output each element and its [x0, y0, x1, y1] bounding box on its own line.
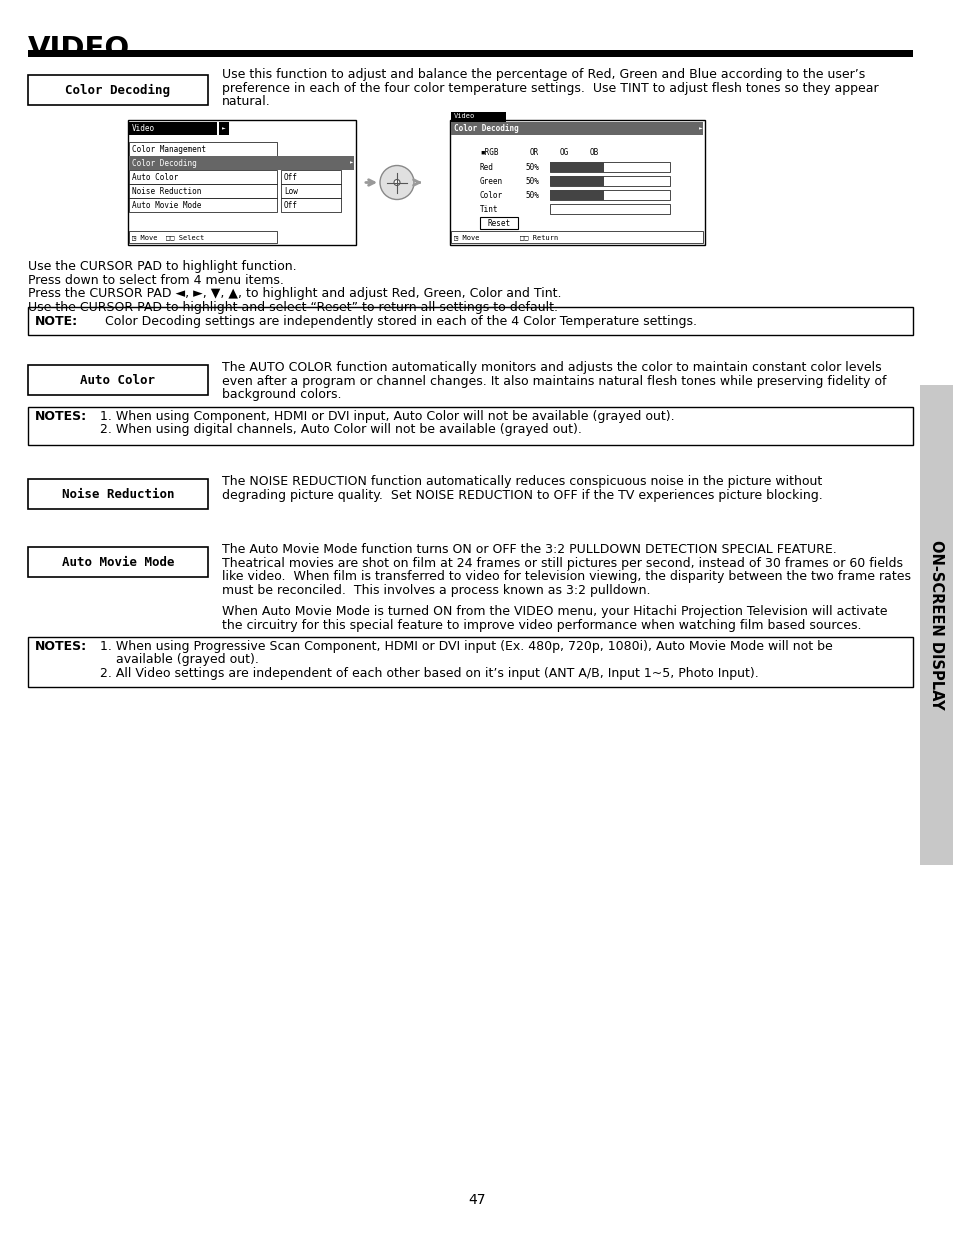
Text: Color: Color: [479, 190, 502, 200]
Bar: [219, 122, 229, 135]
Text: preference in each of the four color temperature settings.  Use TINT to adjust f: preference in each of the four color tem…: [222, 82, 878, 95]
Text: 1. When using Component, HDMI or DVI input, Auto Color will not be available (gr: 1. When using Component, HDMI or DVI inp…: [100, 410, 674, 422]
Text: OB: OB: [589, 147, 598, 157]
Text: VIDEO: VIDEO: [28, 35, 131, 63]
Text: The Auto Movie Mode function turns ON or OFF the 3:2 PULLDOWN DETECTION SPECIAL : The Auto Movie Mode function turns ON or…: [222, 543, 836, 556]
Text: even after a program or channel changes. It also maintains natural flesh tones w: even after a program or channel changes.…: [222, 374, 885, 388]
Bar: [28, 479, 208, 509]
Bar: [129, 184, 276, 198]
Circle shape: [394, 179, 399, 185]
Text: Noise Reduction: Noise Reduction: [132, 186, 201, 195]
Bar: [451, 112, 505, 122]
Bar: [128, 120, 355, 245]
Text: NOTE:: NOTE:: [35, 315, 78, 327]
Text: Video: Video: [132, 124, 155, 133]
Text: ◳ Move: ◳ Move: [454, 233, 479, 240]
Text: Auto Color: Auto Color: [80, 373, 155, 387]
Text: degrading picture quality.  Set NOISE REDUCTION to OFF if the TV experiences pic: degrading picture quality. Set NOISE RED…: [222, 489, 821, 501]
Bar: [129, 231, 276, 243]
Text: ►: ►: [699, 126, 702, 131]
Text: Color Decoding: Color Decoding: [132, 158, 196, 168]
Text: background colors.: background colors.: [222, 388, 341, 401]
Text: □□ Return: □□ Return: [519, 233, 558, 240]
Bar: [479, 217, 517, 228]
Text: 50%: 50%: [524, 163, 538, 172]
Bar: [281, 184, 340, 198]
Text: ON-SCREEN DISPLAY: ON-SCREEN DISPLAY: [928, 540, 943, 710]
Text: OG: OG: [559, 147, 569, 157]
Text: Use the CURSOR PAD to highlight and select “Reset” to return all settings to def: Use the CURSOR PAD to highlight and sele…: [28, 300, 558, 314]
Bar: [129, 198, 276, 212]
Text: The AUTO COLOR function automatically monitors and adjusts the color to maintain: The AUTO COLOR function automatically mo…: [222, 361, 881, 374]
Bar: [550, 162, 669, 172]
Text: Low: Low: [284, 186, 297, 195]
Text: 50%: 50%: [524, 177, 538, 185]
Text: Use the CURSOR PAD to highlight function.: Use the CURSOR PAD to highlight function…: [28, 261, 296, 273]
Text: Off: Off: [284, 200, 297, 210]
Text: 50%: 50%: [524, 190, 538, 200]
Text: Off: Off: [284, 173, 297, 182]
Bar: [550, 190, 669, 200]
Text: When Auto Movie Mode is turned ON from the VIDEO menu, your Hitachi Projection T: When Auto Movie Mode is turned ON from t…: [222, 605, 886, 618]
Text: 47: 47: [468, 1193, 485, 1207]
Bar: [550, 177, 603, 186]
Text: Color Management: Color Management: [132, 144, 206, 153]
Bar: [28, 547, 208, 577]
Bar: [28, 308, 912, 335]
Bar: [550, 162, 603, 172]
Text: ◳ Move  □□ Select: ◳ Move □□ Select: [132, 233, 204, 240]
Text: Press the CURSOR PAD ◄, ►, ▼, ▲, to highlight and adjust Red, Green, Color and T: Press the CURSOR PAD ◄, ►, ▼, ▲, to high…: [28, 287, 561, 300]
Bar: [28, 366, 208, 395]
Text: OR: OR: [530, 147, 538, 157]
Bar: [28, 49, 912, 57]
Bar: [281, 198, 340, 212]
Text: Color Decoding: Color Decoding: [454, 124, 518, 133]
Text: Tint: Tint: [479, 205, 498, 214]
Text: Reset: Reset: [487, 219, 510, 227]
Text: Auto Color: Auto Color: [132, 173, 178, 182]
Text: Press down to select from 4 menu items.: Press down to select from 4 menu items.: [28, 273, 284, 287]
Text: the circuitry for this special feature to improve video performance when watchin: the circuitry for this special feature t…: [222, 619, 861, 631]
Bar: [451, 231, 702, 243]
Text: available (grayed out).: available (grayed out).: [100, 653, 258, 666]
Text: Auto Movie Mode: Auto Movie Mode: [62, 556, 174, 568]
Bar: [281, 170, 340, 184]
Text: 2. All Video settings are independent of each other based on it’s input (ANT A/B: 2. All Video settings are independent of…: [100, 667, 758, 679]
Text: must be reconciled.  This involves a process known as 3:2 pulldown.: must be reconciled. This involves a proc…: [222, 583, 650, 597]
Text: ◾RGB: ◾RGB: [479, 147, 498, 157]
Bar: [919, 385, 953, 864]
Text: Use this function to adjust and balance the percentage of Red, Green and Blue ac: Use this function to adjust and balance …: [222, 68, 864, 82]
Text: Red: Red: [479, 163, 494, 172]
Text: natural.: natural.: [222, 95, 271, 107]
Bar: [129, 156, 354, 170]
Bar: [129, 142, 276, 156]
Bar: [28, 75, 208, 105]
Bar: [450, 120, 704, 245]
Text: Theatrical movies are shot on film at 24 frames or still pictures per second, in: Theatrical movies are shot on film at 24…: [222, 557, 902, 569]
Text: 2. When using digital channels, Auto Color will not be available (grayed out).: 2. When using digital channels, Auto Col…: [100, 424, 581, 436]
Bar: [550, 204, 669, 214]
Circle shape: [379, 165, 414, 200]
Bar: [28, 408, 912, 445]
Bar: [550, 177, 669, 186]
Bar: [451, 122, 702, 135]
Text: Color Decoding settings are independently stored in each of the 4 Color Temperat: Color Decoding settings are independentl…: [105, 315, 697, 327]
Text: Green: Green: [479, 177, 502, 185]
Text: like video.  When film is transferred to video for television viewing, the dispa: like video. When film is transferred to …: [222, 571, 910, 583]
Text: The NOISE REDUCTION function automatically reduces conspicuous noise in the pict: The NOISE REDUCTION function automatical…: [222, 475, 821, 488]
Bar: [129, 122, 216, 135]
Text: ►: ►: [350, 161, 353, 165]
Bar: [28, 637, 912, 687]
Text: Auto Movie Mode: Auto Movie Mode: [132, 200, 201, 210]
Text: NOTES:: NOTES:: [35, 410, 87, 422]
Text: Color Decoding: Color Decoding: [66, 84, 171, 96]
Bar: [129, 170, 276, 184]
Bar: [550, 190, 603, 200]
Text: Noise Reduction: Noise Reduction: [62, 488, 174, 500]
Text: NOTES:: NOTES:: [35, 640, 87, 652]
Text: Video: Video: [454, 112, 475, 119]
Text: ►: ►: [222, 126, 226, 131]
Text: 1. When using Progressive Scan Component, HDMI or DVI input (Ex. 480p, 720p, 108: 1. When using Progressive Scan Component…: [100, 640, 832, 652]
